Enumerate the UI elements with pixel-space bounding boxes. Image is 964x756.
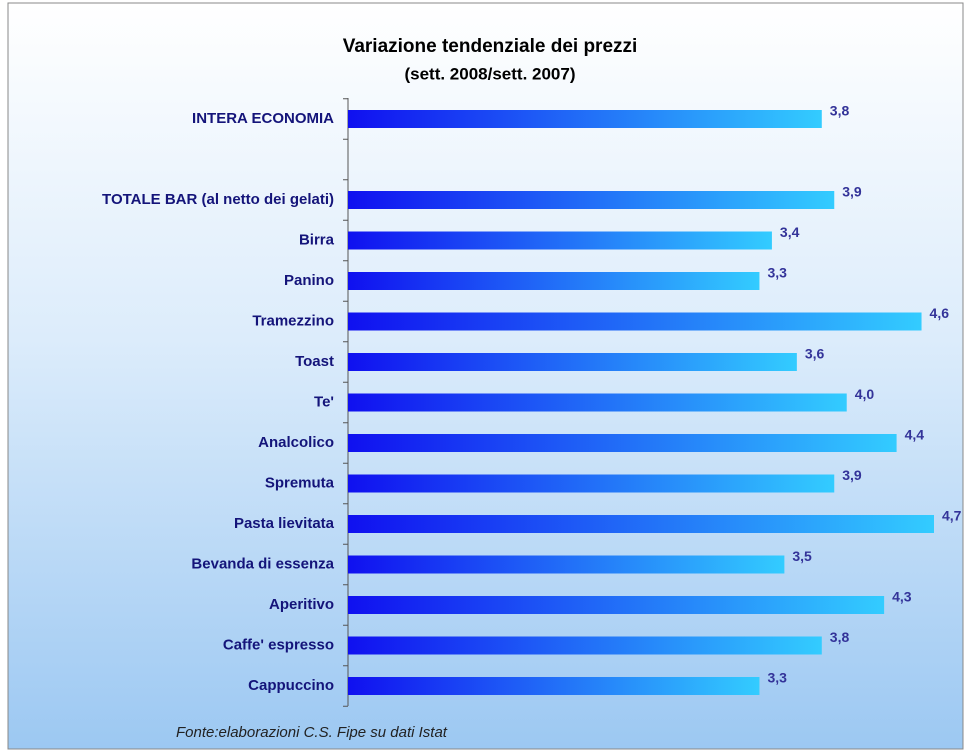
bar (348, 596, 885, 614)
data-label: 3,8 (830, 629, 850, 645)
category-label: Pasta lievitata (234, 515, 335, 532)
bar (348, 393, 847, 412)
category-label: Spremuta (265, 474, 335, 491)
category-label: Birra (299, 231, 335, 248)
data-label: 4,0 (855, 386, 875, 402)
bar (348, 515, 934, 533)
data-label: 3,3 (767, 265, 787, 281)
category-label: Aperitivo (269, 596, 334, 613)
category-label: Te' (314, 393, 334, 410)
bar (348, 231, 772, 250)
data-label: 4,4 (905, 427, 925, 443)
data-label: 4,6 (930, 305, 950, 321)
bar (348, 636, 822, 655)
category-label: Panino (284, 272, 334, 289)
category-label: INTERA ECONOMIA (192, 110, 334, 127)
source-note: Fonte:elaborazioni C.S. Fipe su dati Ist… (176, 724, 448, 741)
bar (348, 474, 835, 493)
bar (348, 191, 835, 209)
category-label: Caffe' espresso (223, 636, 334, 653)
data-label: 3,9 (842, 467, 862, 483)
data-label: 3,6 (805, 346, 825, 362)
bar (348, 312, 922, 331)
category-label: Bevanda di essenza (191, 555, 334, 572)
bar (348, 272, 760, 290)
bar (348, 110, 822, 128)
bar (348, 555, 785, 574)
bar (348, 353, 797, 371)
bar (348, 434, 897, 452)
bar (348, 677, 760, 695)
data-label: 3,8 (830, 103, 850, 119)
data-label: 4,3 (892, 589, 912, 605)
data-label: 3,4 (780, 224, 800, 240)
data-label: 4,7 (942, 508, 962, 524)
data-label: 3,5 (792, 548, 812, 564)
data-label: 3,9 (842, 184, 862, 200)
category-label: TOTALE BAR (al netto dei gelati) (102, 191, 334, 208)
category-label: Analcolico (258, 434, 334, 451)
chart-title: Variazione tendenziale dei prezzi (343, 36, 638, 57)
data-label: 3,3 (767, 670, 787, 686)
chart-subtitle: (sett. 2008/sett. 2007) (404, 64, 575, 83)
category-label: Cappuccino (248, 677, 334, 694)
category-label: Toast (295, 353, 334, 370)
category-label: Tramezzino (252, 312, 334, 329)
